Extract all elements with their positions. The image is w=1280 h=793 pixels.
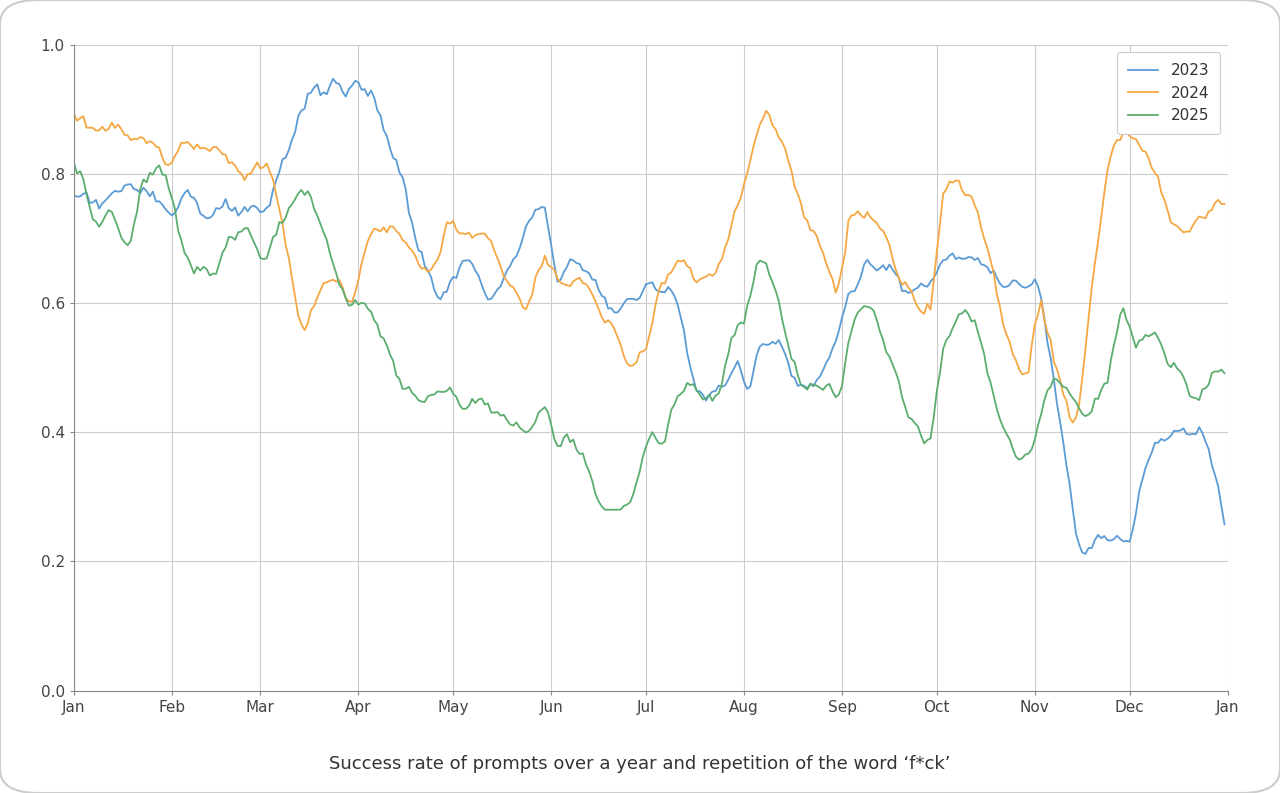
2023	[1078, 549, 1093, 558]
2024	[1065, 418, 1080, 427]
2024	[1170, 221, 1185, 231]
2024	[310, 293, 325, 302]
2024	[531, 266, 547, 275]
2025	[598, 505, 613, 515]
2024	[525, 290, 540, 300]
2025	[1217, 369, 1233, 378]
2024	[1056, 389, 1071, 399]
Line: 2024: 2024	[74, 111, 1225, 423]
Text: Success rate of prompts over a year and repetition of the word ‘f*ck’: Success rate of prompts over a year and …	[329, 755, 951, 773]
2023	[534, 202, 549, 212]
Legend: 2023, 2024, 2025: 2023, 2024, 2025	[1117, 52, 1220, 134]
2024	[759, 106, 774, 116]
2023	[1217, 519, 1233, 529]
2023	[67, 190, 82, 200]
2025	[1166, 358, 1181, 368]
2023	[1056, 438, 1071, 447]
2024	[67, 109, 82, 118]
2023	[385, 153, 401, 163]
2025	[531, 408, 547, 417]
2023	[310, 79, 325, 89]
2024	[1217, 199, 1233, 209]
2025	[1056, 382, 1071, 392]
2025	[525, 422, 540, 431]
2025	[67, 158, 82, 167]
2023	[325, 74, 340, 83]
2023	[1170, 426, 1185, 435]
Line: 2023: 2023	[74, 79, 1225, 554]
Line: 2025: 2025	[74, 163, 1225, 510]
2024	[383, 221, 398, 231]
2025	[310, 211, 325, 220]
2025	[383, 350, 398, 359]
2023	[527, 205, 543, 214]
